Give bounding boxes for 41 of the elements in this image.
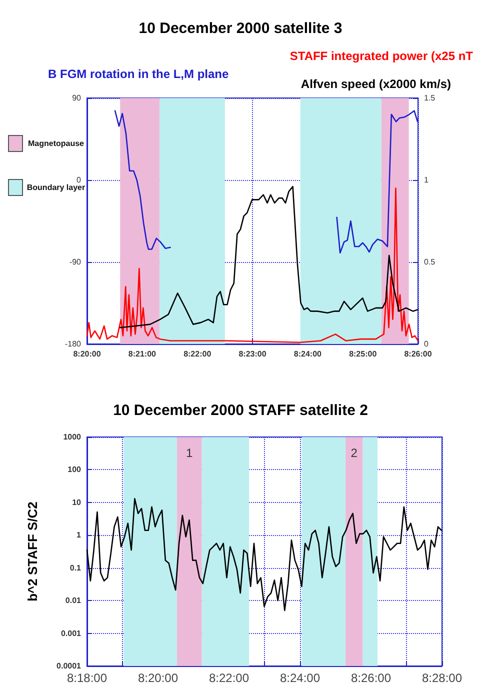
y-tick-label: 1000 (63, 432, 82, 442)
y-tick-label: 0.1 (70, 563, 82, 572)
chart-title: 10 December 2000 satellite 3 (138, 20, 342, 37)
x-tick-label: 8:23:00 (238, 350, 267, 358)
x-tick-label: 8:22:00 (184, 350, 212, 358)
y2-tick-label: 1 (424, 176, 429, 184)
x-tick-label: 8:20:00 (73, 350, 102, 358)
x-tick-label: 8:28:00 (422, 671, 462, 685)
band-label: 2 (350, 446, 358, 460)
line-series (86, 498, 442, 612)
text: B FGM rotation in the L,M plane (48, 67, 229, 81)
y-tick-label: 10 (72, 498, 82, 507)
y-tick-label: 100 (68, 465, 82, 474)
x-tick-label: 8:24:00 (280, 671, 320, 685)
text: Boundary layer (26, 182, 86, 192)
y-tick-label: -180 (64, 340, 82, 348)
text: Alfven speed (x2000 km/s) (300, 77, 452, 91)
y2-tick-label: 0 (424, 340, 429, 348)
x-tick-label: 8:26:00 (404, 350, 432, 358)
x-tick-label: 8:24:00 (294, 350, 322, 358)
band-label: 1 (186, 446, 194, 460)
y2-tick-label: 1.5 (424, 94, 436, 102)
y-tick-label: -90 (69, 258, 82, 266)
text: STAFF integrated power (x25 nT (290, 49, 474, 63)
x-tick-label: 8:22:00 (208, 671, 250, 685)
y-tick-label: 0.01 (65, 596, 82, 606)
chart-title: 10 December 2000 STAFF satellite 2 (113, 402, 368, 419)
x-tick-label: 8:26:00 (350, 671, 392, 685)
y-tick-label: 90 (72, 94, 82, 102)
x-tick-label: 8:20:00 (138, 671, 178, 685)
y-tick-label: 0.001 (60, 628, 82, 638)
text: Magnetopause (26, 138, 85, 148)
y-tick-label: 0.0001 (56, 662, 82, 670)
y-tick-label: 0 (76, 176, 82, 184)
x-tick-label: 8:25:00 (349, 350, 378, 358)
y-axis-title: b^2 STAFF S/C2 (25, 502, 40, 602)
y-tick-label: 1 (76, 530, 82, 540)
y2-tick-label: 0.5 (424, 258, 436, 266)
x-tick-label: 8:18:00 (66, 671, 108, 685)
line-series (119, 186, 419, 328)
x-tick-label: 8:21:00 (128, 350, 157, 358)
